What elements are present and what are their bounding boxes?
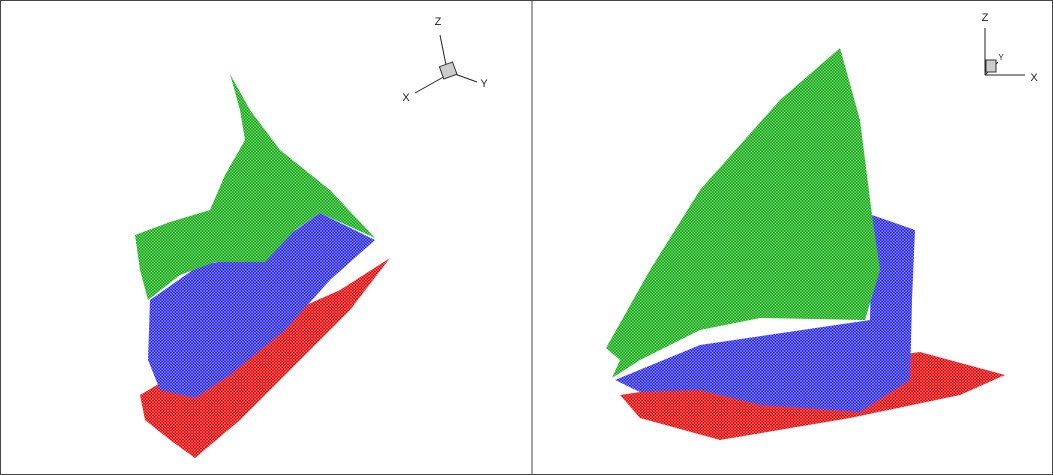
y-label: Y (998, 53, 1004, 62)
z-label: Z (435, 16, 442, 28)
y-label: Y (480, 78, 488, 90)
figure: Z X Y Z Y X (0, 0, 1053, 475)
x-label: X (1030, 72, 1038, 84)
x-label: X (402, 92, 410, 104)
z-label: Z (982, 12, 989, 24)
triad-cube (986, 60, 996, 72)
